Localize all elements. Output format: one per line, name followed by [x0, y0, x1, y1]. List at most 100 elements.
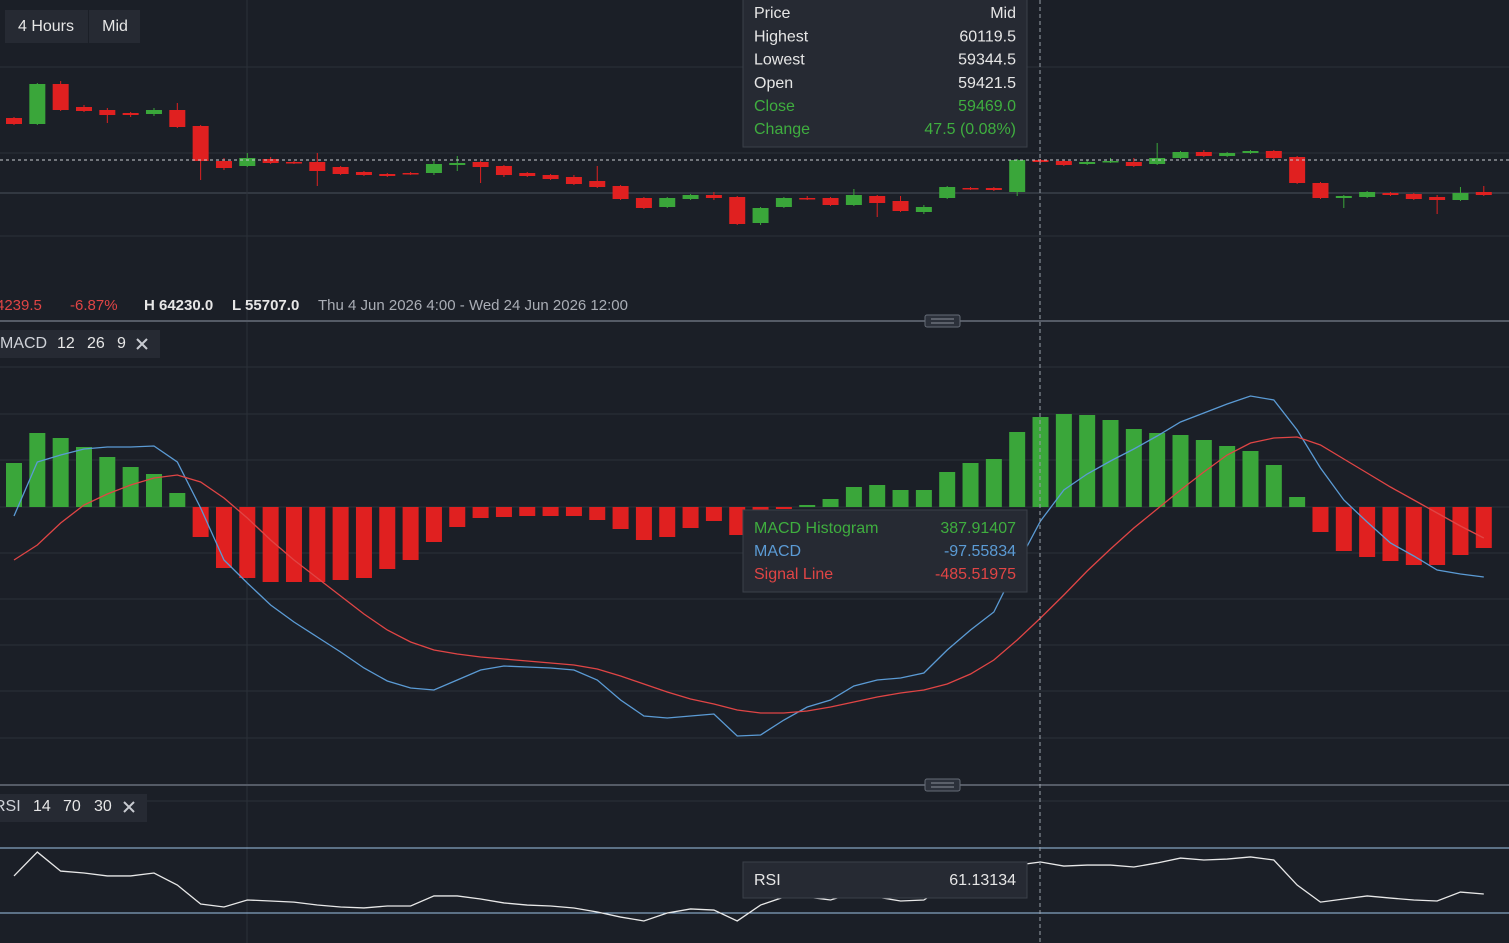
candle-body	[1405, 194, 1422, 199]
histogram-bar	[355, 507, 372, 578]
histogram-bar	[542, 507, 559, 516]
histogram-bar	[775, 507, 792, 509]
histogram-bar	[1219, 446, 1236, 507]
candle-body	[659, 198, 676, 207]
histogram-bar	[402, 507, 419, 560]
date-range: Thu 4 Jun 2026 4:00 - Wed 24 Jun 2026 12…	[318, 297, 628, 314]
tooltip-label: Close	[754, 98, 795, 115]
candle-body	[519, 173, 536, 176]
histogram-bar	[1242, 451, 1259, 507]
tooltip-value: 59344.5	[958, 52, 1016, 69]
candle-body	[472, 162, 489, 167]
rsi-layer	[0, 847, 1509, 922]
histogram-bar	[262, 507, 279, 582]
remove-indicator[interactable]	[136, 338, 148, 350]
candle-body	[99, 110, 116, 115]
close-icon	[136, 338, 148, 350]
timeframe: 4 Hours	[18, 18, 74, 35]
candle-body	[1149, 158, 1166, 164]
macd-legend	[0, 330, 160, 358]
histogram-bar	[1312, 507, 1329, 532]
candle-body	[729, 197, 746, 224]
histogram-bar	[915, 490, 932, 507]
histogram-bar	[892, 490, 909, 507]
candle-body	[1382, 193, 1399, 195]
candle-body	[192, 126, 209, 161]
histogram-bar	[169, 493, 186, 507]
histogram-bar	[239, 507, 256, 578]
tooltip-label: Change	[754, 121, 810, 138]
histogram-bar	[1405, 507, 1422, 565]
rsi-line	[13, 851, 1484, 922]
candle-body	[285, 162, 302, 164]
candle-body	[1172, 152, 1189, 158]
resize-handle[interactable]	[924, 314, 961, 328]
period-low: L 55707.0	[232, 297, 299, 314]
indicator-line	[13, 395, 1484, 737]
price-type: Mid	[102, 18, 128, 35]
candle-body	[1195, 152, 1212, 156]
indicator-param: 70	[63, 798, 81, 815]
candle-body	[402, 173, 419, 175]
histogram-bar	[449, 507, 466, 527]
candle-body	[215, 161, 232, 168]
candle-body	[962, 188, 979, 190]
candle-body	[705, 195, 722, 198]
histogram-bar	[1055, 414, 1072, 507]
histogram-bar	[1382, 507, 1399, 561]
histogram-bar	[845, 487, 862, 507]
tooltip-label: Open	[754, 75, 793, 92]
indicator-param: 9	[117, 335, 126, 352]
candle-body	[309, 162, 326, 171]
price-tooltip-rows: Price Mid Highest 60119.5 Lowest 59344.5 Open 5…	[754, 5, 1016, 138]
indicator-param: 26	[87, 335, 105, 352]
histogram-bar	[332, 507, 349, 580]
histogram-bar	[1149, 433, 1166, 507]
indicator-param: 12	[57, 335, 75, 352]
histogram-bar	[962, 463, 979, 507]
histogram-bar	[379, 507, 396, 569]
histogram-bar	[1032, 417, 1049, 507]
histogram-bar	[1172, 435, 1189, 507]
macd-layer	[6, 395, 1492, 737]
candle-body	[869, 196, 886, 203]
candle-body	[1009, 160, 1026, 192]
candle-body	[332, 167, 349, 174]
timeframe-button[interactable]	[5, 10, 88, 43]
candle-body	[775, 198, 792, 207]
candle-body	[1125, 162, 1142, 166]
histogram-bar	[1265, 465, 1282, 507]
resize-handle[interactable]	[924, 778, 961, 792]
histogram-bar	[635, 507, 652, 540]
histogram-bar	[705, 507, 722, 521]
remove-indicator[interactable]	[123, 801, 135, 813]
period-high: H 64230.0	[144, 297, 213, 314]
histogram-bar	[682, 507, 699, 528]
candle-body	[425, 164, 442, 173]
histogram-bar	[309, 507, 326, 582]
candle-body	[122, 113, 139, 115]
histogram-bar	[145, 474, 162, 507]
candle-body	[565, 177, 582, 184]
candle-body	[355, 172, 372, 175]
tooltip-label: RSI	[754, 872, 781, 889]
candle-body	[612, 186, 629, 199]
candle-body	[1079, 162, 1096, 164]
tooltip-label: MACD	[754, 543, 801, 560]
histogram-bar	[1289, 497, 1306, 507]
candle-body	[752, 208, 769, 223]
price-type-button[interactable]	[89, 10, 140, 43]
candle-body	[145, 110, 162, 114]
histogram-bar	[939, 472, 956, 507]
indicator-name: RSI	[0, 798, 21, 815]
candle-body	[1429, 197, 1446, 200]
tooltip-value: Mid	[990, 5, 1016, 22]
candle-body	[1475, 192, 1492, 195]
price-layer	[0, 81, 1509, 225]
histogram-bar	[99, 457, 116, 507]
candle-body	[169, 110, 186, 127]
histogram-bar	[425, 507, 442, 542]
histogram-bar	[869, 485, 886, 507]
histogram-bar	[1359, 507, 1376, 557]
